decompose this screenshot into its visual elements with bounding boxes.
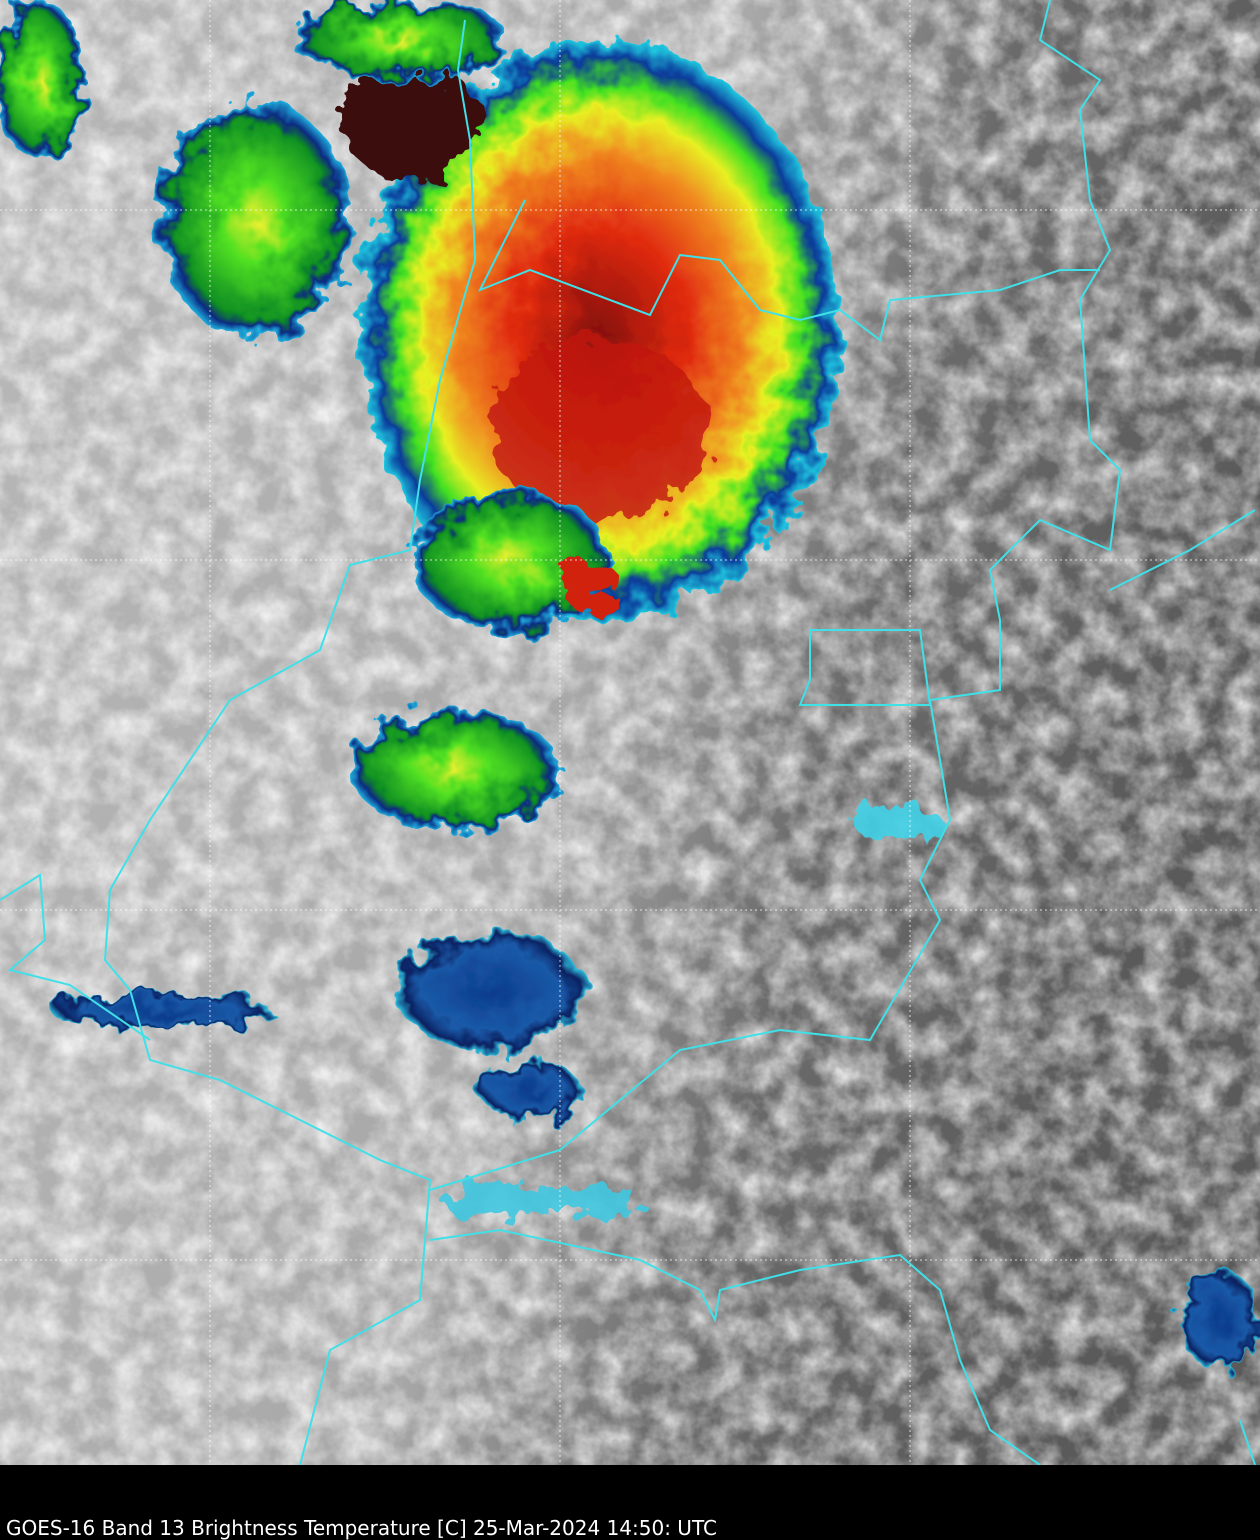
border-line [429, 0, 1122, 1191]
border-line [798, 629, 932, 706]
storm-core [490, 340, 710, 520]
storm [350, 710, 560, 830]
storm [290, 0, 510, 80]
border-line [477, 199, 1100, 342]
grid [0, 0, 1260, 1465]
storm [360, 40, 840, 620]
cold-cloud [440, 1180, 640, 1220]
storm [395, 930, 585, 1050]
border-line [1239, 1419, 1256, 1466]
storm [160, 100, 350, 340]
border-line [429, 1228, 1041, 1466]
border-line [103, 19, 477, 1466]
storm [0, 0, 85, 160]
storm [480, 1060, 580, 1120]
caption-bar [0, 1465, 1260, 1540]
caption: GOES-16 Band 13 Brightness Temperature [… [6, 1516, 717, 1540]
storm [50, 992, 270, 1028]
cold-cloud [1180, 1270, 1260, 1370]
storm-core [560, 560, 620, 610]
border-line [1109, 509, 1256, 591]
storm-core [340, 60, 480, 180]
borders [0, 0, 1256, 1466]
cold-cloud [855, 807, 945, 843]
border-line [0, 873, 151, 1041]
